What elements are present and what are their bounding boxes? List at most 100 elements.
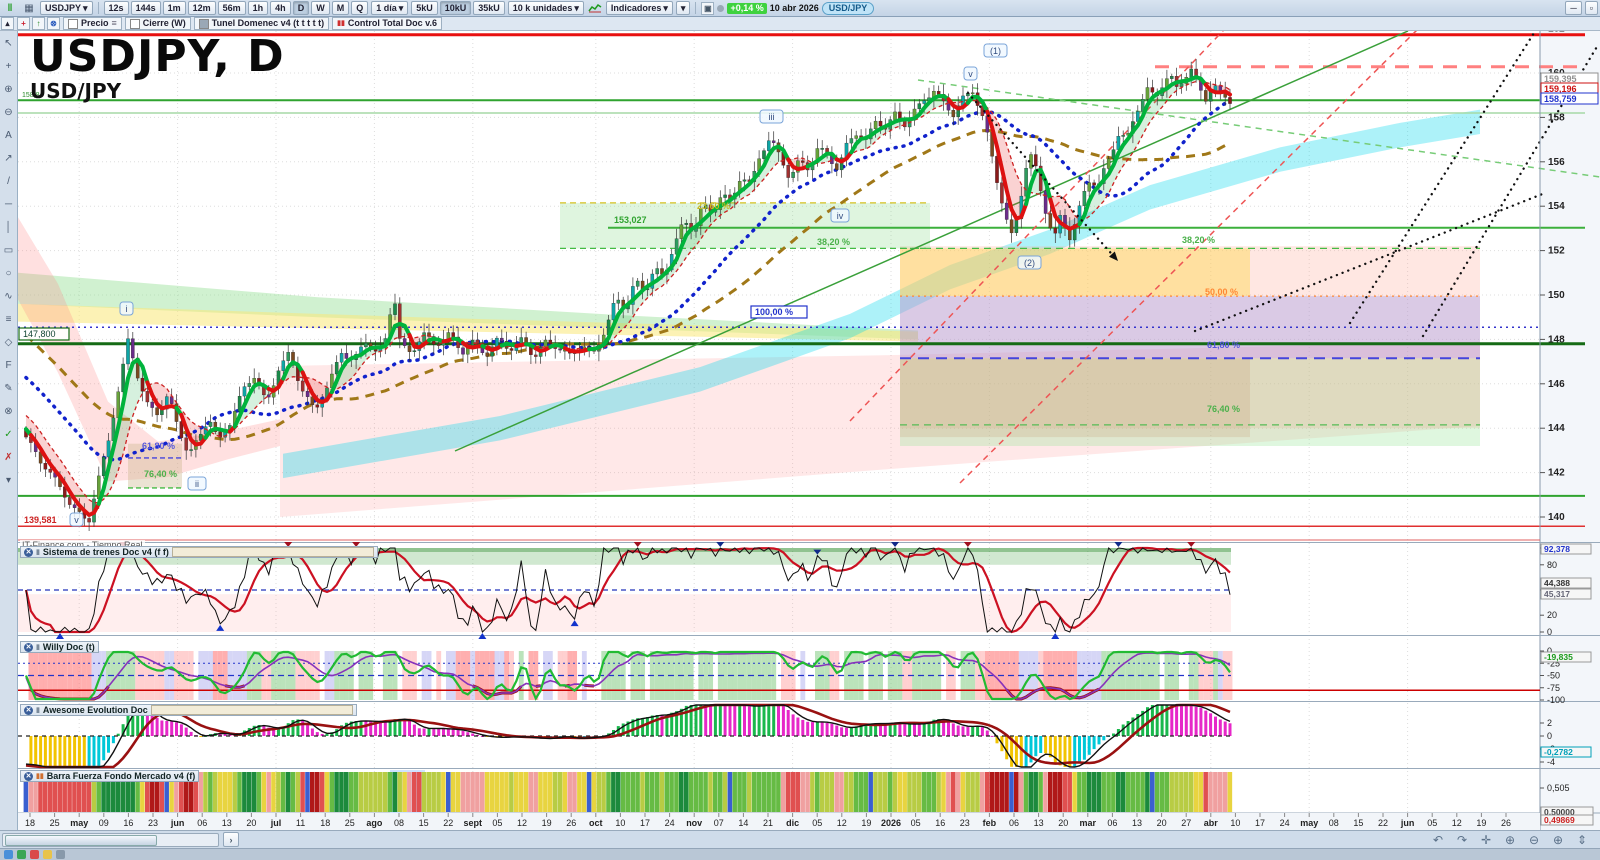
- unit-button-35kU[interactable]: 35kU: [473, 1, 505, 15]
- arrow-tool-icon[interactable]: ↗: [4, 152, 13, 164]
- svg-text:05: 05: [492, 818, 502, 828]
- svg-text:ii: ii: [195, 479, 199, 489]
- close-icon[interactable]: ✕: [24, 705, 33, 715]
- indicator-settings-field[interactable]: [171, 547, 374, 557]
- taskbar-app-icon-4[interactable]: [43, 850, 52, 859]
- svg-text:19: 19: [542, 818, 552, 828]
- maximize-button[interactable]: ▫: [1584, 1, 1598, 15]
- close-all-icon[interactable]: ⊗: [47, 17, 60, 30]
- timeframe-button-12s[interactable]: 12s: [103, 1, 129, 15]
- unit-button-5kU[interactable]: 5kU: [411, 1, 438, 15]
- legend-item-label: Cierre (W): [142, 18, 186, 28]
- indicator-panel-title: Willy Doc (t): [42, 642, 95, 652]
- change-badge: +0,14 %: [727, 2, 767, 14]
- price-chart-canvas[interactable]: 153,027 147,800 139,581 158,8 100,00 % 23,60 …: [18, 24, 1600, 830]
- unit-button-10kU[interactable]: 10kU: [439, 1, 472, 15]
- confirm-tool-icon[interactable]: ✓: [4, 428, 13, 440]
- period-select[interactable]: 1 día ▾: [371, 1, 409, 15]
- timeframe-button-12m[interactable]: 12m: [187, 1, 216, 15]
- taskbar-app-icon-5[interactable]: [56, 850, 65, 859]
- more-dropdown[interactable]: ▾: [675, 1, 691, 15]
- fibonacci-tool-icon[interactable]: F: [5, 359, 12, 371]
- svg-text:20: 20: [1157, 818, 1167, 828]
- erase-tool-icon[interactable]: ⊗: [4, 405, 13, 417]
- pointer-tool-icon[interactable]: ↖: [4, 37, 13, 49]
- legend-item-3[interactable]: Tunel Domenec v4 (t t t t t): [193, 17, 330, 30]
- close-icon[interactable]: ✕: [24, 642, 33, 652]
- legend-item-label: Precio: [81, 18, 109, 28]
- svg-text:23,60 %: 23,60 %: [697, 201, 730, 211]
- rhombus-tool-icon[interactable]: ◇: [4, 336, 13, 348]
- svg-text:08: 08: [394, 818, 404, 828]
- timeframe-button-4h[interactable]: 4h: [270, 1, 291, 15]
- close-icon[interactable]: ✕: [24, 771, 33, 781]
- trendline-tool-icon[interactable]: /: [7, 175, 10, 187]
- svg-text:148: 148: [1548, 334, 1565, 345]
- delete-tool-icon[interactable]: ✗: [4, 451, 13, 463]
- add-icon[interactable]: +: [17, 17, 30, 30]
- timeframe-button-1h[interactable]: 1h: [247, 1, 269, 15]
- svg-text:26: 26: [566, 818, 576, 828]
- svg-text:dic: dic: [786, 818, 799, 828]
- chart-type-icon[interactable]: [587, 0, 603, 16]
- chart-area[interactable]: 153,027 147,800 139,581 158,8 100,00 % 23,60 …: [18, 24, 1600, 830]
- svg-text:-4: -4: [1547, 757, 1555, 767]
- legend-item-1[interactable]: Precio ≡: [63, 17, 122, 30]
- legend-item-label: Tunel Domenec v4 (t t t t t): [211, 18, 325, 28]
- zoom-area-icon[interactable]: ⊕: [1504, 832, 1516, 847]
- timeframe-button-D[interactable]: D: [292, 1, 310, 15]
- timeframe-button-56m[interactable]: 56m: [217, 1, 246, 15]
- taskbar-app-icon-2[interactable]: [17, 850, 26, 859]
- zoom-out-button-icon[interactable]: ⊖: [1528, 832, 1540, 847]
- zoom-out-icon[interactable]: ⊖: [4, 106, 13, 118]
- vertical-scale-icon[interactable]: ⇕: [1576, 832, 1588, 847]
- svg-text:(1): (1): [990, 46, 1001, 56]
- svg-text:11: 11: [296, 818, 305, 828]
- scroll-right-button[interactable]: ›: [223, 832, 239, 847]
- channel-tool-icon[interactable]: ≡: [5, 313, 12, 325]
- svg-text:08: 08: [1329, 818, 1339, 828]
- zoom-in-icon[interactable]: ⊕: [4, 83, 13, 95]
- wave-tool-icon[interactable]: ∿: [4, 290, 13, 302]
- zoom-in-button-icon[interactable]: ⊕: [1552, 832, 1564, 847]
- more-tools-icon[interactable]: ▾: [5, 474, 12, 486]
- crosshair-tool-icon[interactable]: +: [5, 60, 12, 72]
- redo-icon[interactable]: ↷: [1456, 832, 1468, 847]
- indicators-button[interactable]: Indicadores ▾: [605, 1, 673, 15]
- timeframe-button-1m[interactable]: 1m: [162, 1, 186, 15]
- info-icon[interactable]: ▣: [701, 1, 715, 15]
- taskbar-app-icon-3[interactable]: [30, 850, 39, 859]
- timeframe-button-W[interactable]: W: [311, 1, 330, 15]
- symbol-select[interactable]: USDJPY ▾: [40, 1, 93, 15]
- ellipse-tool-icon[interactable]: ○: [5, 267, 12, 279]
- svg-text:07: 07: [714, 818, 724, 828]
- svg-text:12: 12: [837, 818, 847, 828]
- taskbar-app-icon-1[interactable]: [4, 850, 13, 859]
- timeframe-button-144s[interactable]: 144s: [130, 1, 161, 15]
- horizontal-line-tool-icon[interactable]: ─: [4, 198, 13, 210]
- layout-grid-icon[interactable]: ▦: [24, 2, 34, 14]
- text-tool-icon[interactable]: A: [5, 129, 12, 141]
- minimize-button[interactable]: ─: [1565, 1, 1582, 15]
- up-arrow-icon[interactable]: ↑: [32, 17, 45, 30]
- scrollbar-thumb[interactable]: [5, 834, 157, 846]
- svg-text:12: 12: [517, 818, 527, 828]
- svg-text:0,50000: 0,50000: [1544, 807, 1575, 817]
- pencil-tool-icon[interactable]: ✎: [4, 382, 13, 394]
- svg-text:13: 13: [1034, 818, 1044, 828]
- horizontal-scrollbar[interactable]: [2, 832, 219, 847]
- units-select[interactable]: 10 k unidades ▾: [507, 1, 584, 15]
- close-icon[interactable]: ✕: [24, 547, 33, 557]
- undo-icon[interactable]: ↶: [1432, 832, 1444, 847]
- collapse-button[interactable]: ▴: [1, 17, 14, 30]
- timeframe-button-Q[interactable]: Q: [351, 1, 369, 15]
- svg-text:v: v: [968, 69, 973, 79]
- rectangle-tool-icon[interactable]: ▭: [3, 244, 14, 256]
- vertical-line-tool-icon[interactable]: │: [5, 221, 12, 233]
- zoom-settings-icon[interactable]: ✛: [1480, 832, 1492, 847]
- timeframe-button-M[interactable]: M: [331, 1, 350, 15]
- legend-item-4[interactable]: ▮▮ Control Total Doc v.6: [332, 17, 443, 30]
- svg-text:25: 25: [345, 818, 355, 828]
- indicator-settings-field[interactable]: [150, 705, 353, 715]
- legend-item-2[interactable]: Cierre (W): [124, 17, 191, 30]
